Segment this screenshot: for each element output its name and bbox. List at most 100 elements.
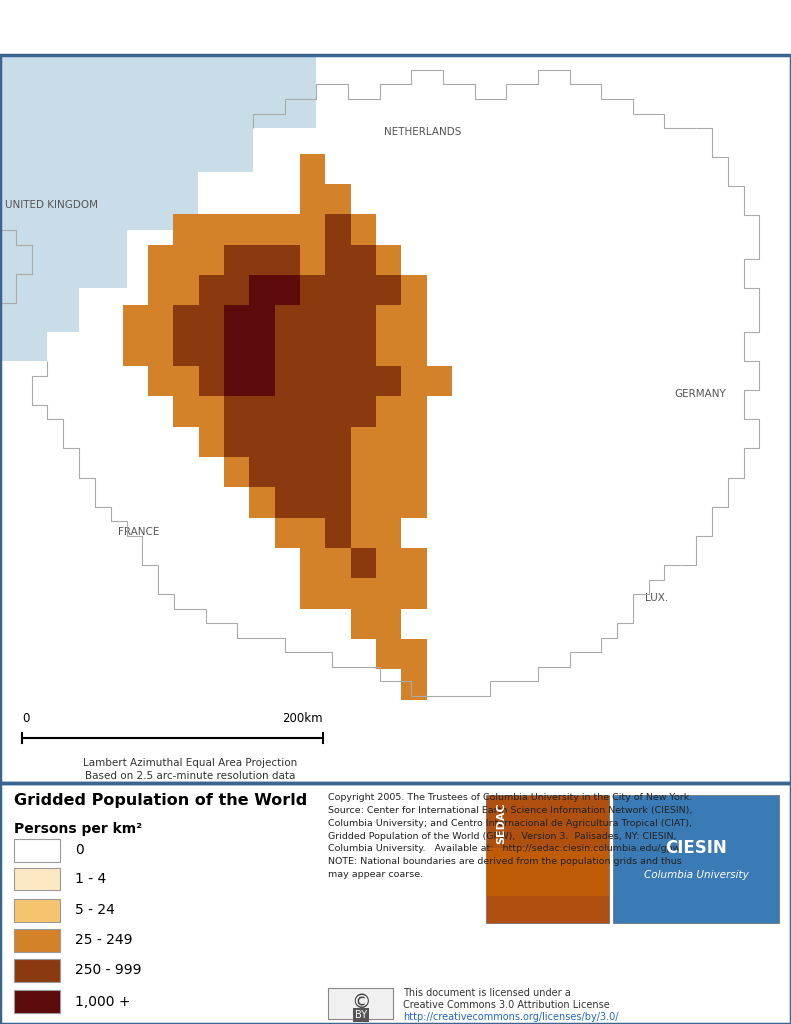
Bar xyxy=(325,274,350,305)
Bar xyxy=(199,214,224,245)
Bar xyxy=(350,517,376,548)
Bar xyxy=(325,579,350,608)
Bar xyxy=(274,487,300,517)
Bar xyxy=(325,396,350,427)
Bar xyxy=(325,245,350,274)
Text: 1 - 4: 1 - 4 xyxy=(75,872,107,886)
Text: SEDAC: SEDAC xyxy=(497,803,507,844)
Text: NETHERLANDS: NETHERLANDS xyxy=(384,127,462,137)
Bar xyxy=(300,457,325,487)
Bar xyxy=(249,396,274,427)
Bar xyxy=(350,274,376,305)
Bar xyxy=(199,366,224,396)
Bar xyxy=(350,245,376,274)
Bar xyxy=(249,274,274,305)
Bar xyxy=(300,396,325,427)
Bar xyxy=(350,548,376,579)
Bar xyxy=(486,796,609,923)
Bar xyxy=(274,517,300,548)
Bar xyxy=(401,427,427,457)
Bar xyxy=(148,274,173,305)
Bar xyxy=(224,366,249,396)
Bar xyxy=(350,214,376,245)
Bar xyxy=(199,274,224,305)
Text: Lambert Azimuthal Equal Area Projection: Lambert Azimuthal Equal Area Projection xyxy=(83,758,297,768)
Bar xyxy=(300,487,325,517)
Bar xyxy=(350,579,376,608)
Bar xyxy=(173,245,199,274)
Bar xyxy=(274,336,300,366)
Bar xyxy=(350,427,376,457)
Bar xyxy=(376,548,402,579)
Bar xyxy=(613,796,779,923)
Bar xyxy=(249,427,274,457)
Text: : Population Density, 2000: : Population Density, 2000 xyxy=(107,17,382,38)
Bar xyxy=(123,305,148,336)
Text: 200km: 200km xyxy=(282,712,323,725)
Bar xyxy=(350,336,376,366)
Bar xyxy=(350,396,376,427)
Bar xyxy=(300,305,325,336)
Text: Creative Commons 3.0 Attribution License: Creative Commons 3.0 Attribution License xyxy=(403,999,610,1010)
Bar xyxy=(173,214,199,245)
Bar xyxy=(401,670,427,699)
Text: FRANCE: FRANCE xyxy=(118,527,159,538)
Bar xyxy=(224,457,249,487)
Bar xyxy=(376,579,402,608)
Bar xyxy=(376,427,402,457)
Bar xyxy=(14,959,60,982)
Bar xyxy=(376,336,402,366)
Bar xyxy=(325,305,350,336)
Bar xyxy=(376,487,402,517)
Text: 0: 0 xyxy=(75,843,84,857)
Bar xyxy=(376,305,402,336)
Bar xyxy=(401,457,427,487)
Bar xyxy=(173,396,199,427)
Bar xyxy=(300,517,325,548)
Text: CIESIN: CIESIN xyxy=(665,840,727,857)
Bar xyxy=(224,245,249,274)
Text: Based on 2.5 arc-minute resolution data: Based on 2.5 arc-minute resolution data xyxy=(85,771,295,781)
Text: UNITED KINGDOM: UNITED KINGDOM xyxy=(5,200,98,210)
Bar xyxy=(249,305,274,336)
Bar xyxy=(224,274,249,305)
Bar xyxy=(300,214,325,245)
Bar xyxy=(148,366,173,396)
Bar xyxy=(199,245,224,274)
Bar xyxy=(325,336,350,366)
Bar xyxy=(14,899,60,922)
Bar xyxy=(325,184,350,214)
Bar xyxy=(224,214,249,245)
Bar xyxy=(300,245,325,274)
Bar xyxy=(300,184,325,214)
Bar xyxy=(401,366,427,396)
Bar xyxy=(123,336,148,366)
Bar xyxy=(249,366,274,396)
Bar xyxy=(325,366,350,396)
Bar xyxy=(14,839,60,861)
Bar xyxy=(199,427,224,457)
Text: Columbia University: Columbia University xyxy=(644,869,748,880)
Bar xyxy=(249,214,274,245)
Bar xyxy=(249,336,274,366)
Text: 250 - 999: 250 - 999 xyxy=(75,964,142,978)
Bar xyxy=(350,457,376,487)
Bar xyxy=(300,336,325,366)
Bar xyxy=(300,579,325,608)
Bar xyxy=(427,366,452,396)
Bar xyxy=(249,245,274,274)
Text: Belgium: Belgium xyxy=(14,15,123,40)
Text: [v3]: [v3] xyxy=(700,18,742,37)
Bar xyxy=(14,929,60,952)
Bar xyxy=(274,305,300,336)
Bar xyxy=(325,487,350,517)
Text: GERMANY: GERMANY xyxy=(674,389,726,398)
Text: 0: 0 xyxy=(22,712,29,725)
Bar xyxy=(486,848,609,896)
Bar xyxy=(274,396,300,427)
Bar xyxy=(376,608,402,639)
Bar xyxy=(325,427,350,457)
Bar xyxy=(376,639,402,670)
Bar xyxy=(249,487,274,517)
Bar xyxy=(350,305,376,336)
